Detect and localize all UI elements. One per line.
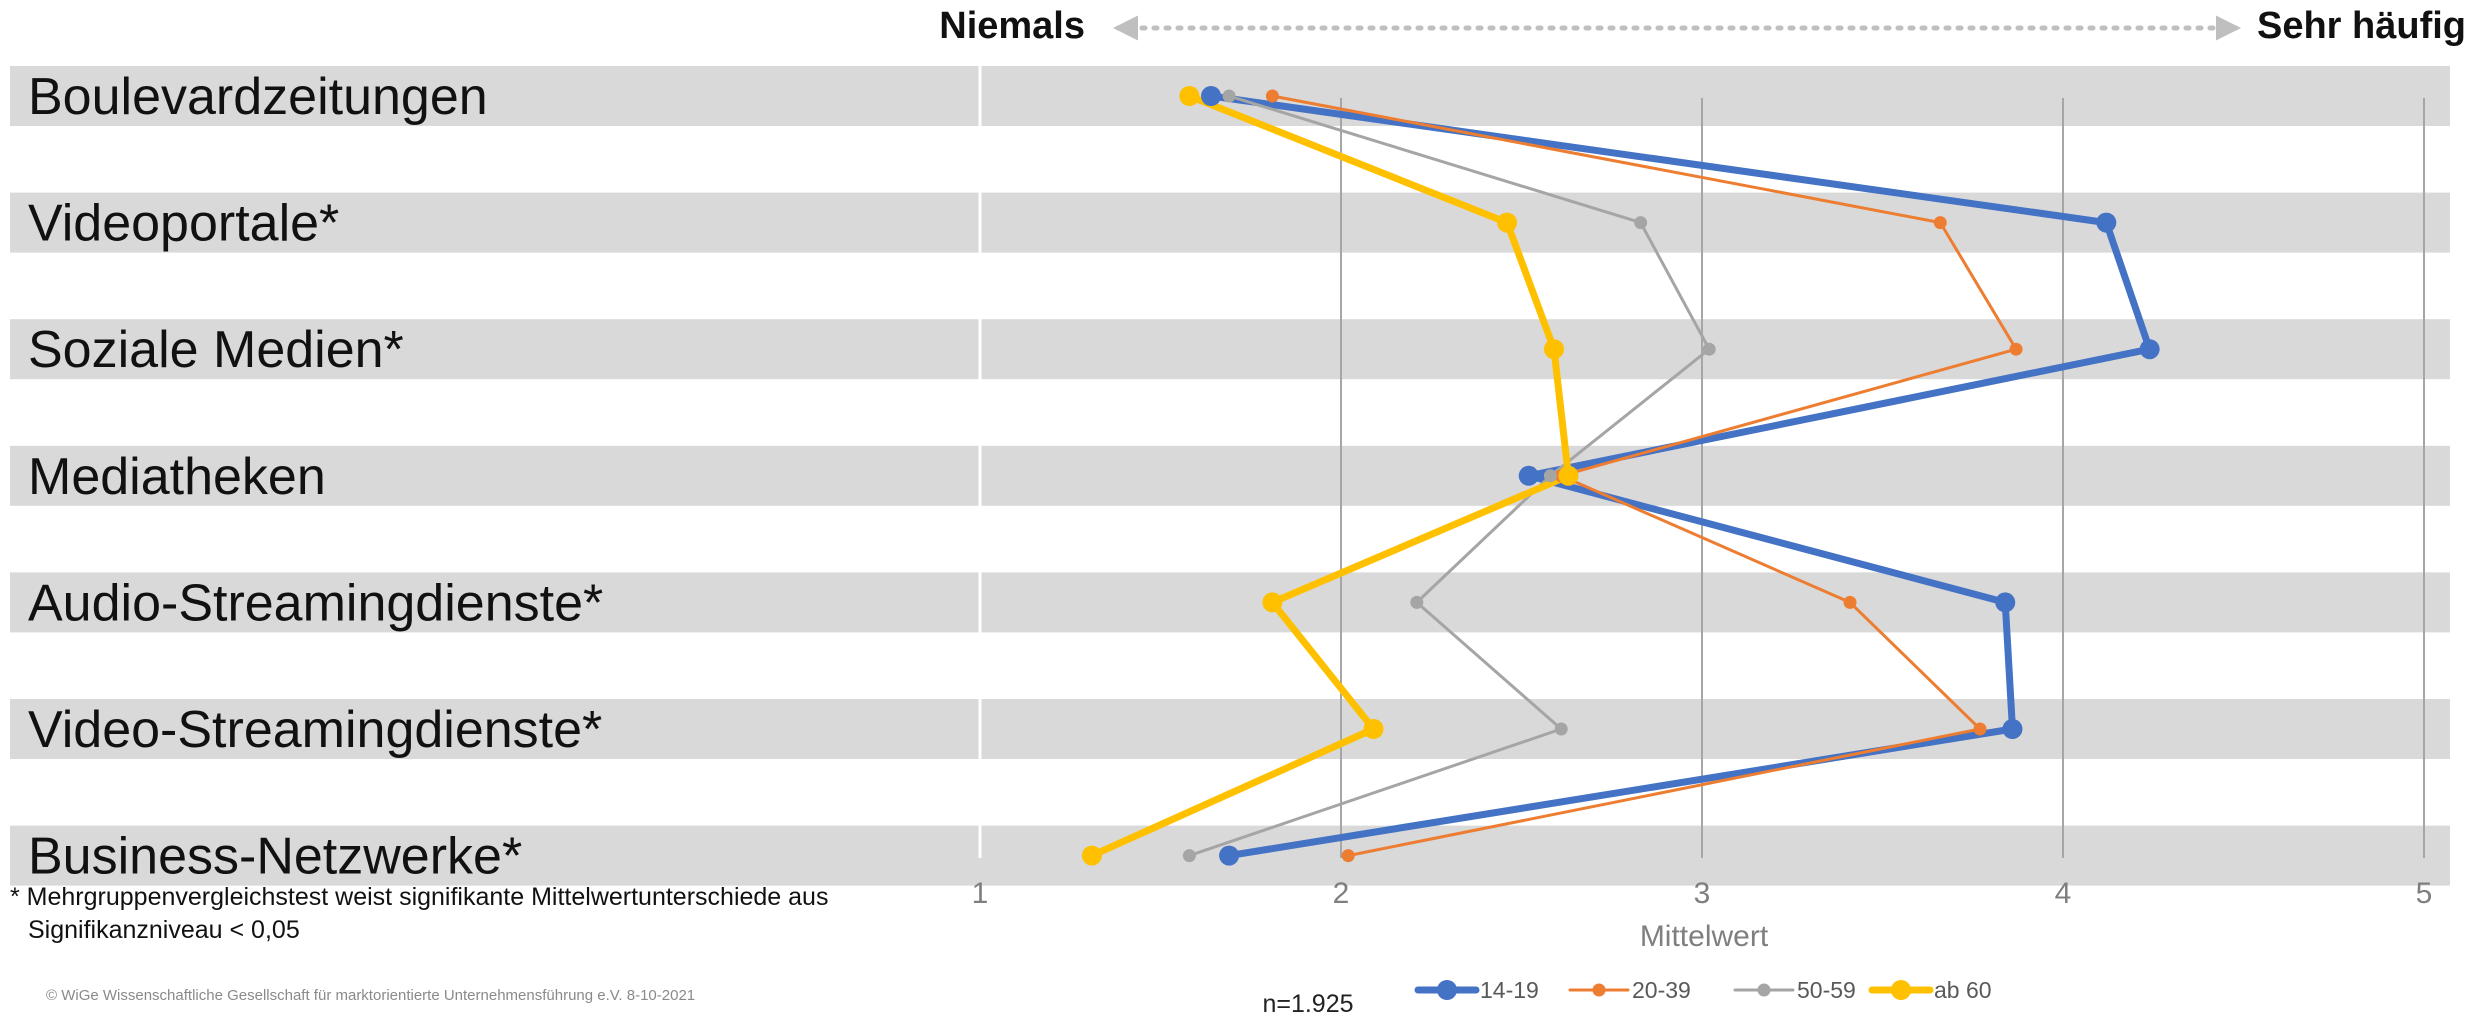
- data-point: [1554, 722, 1568, 736]
- data-point: [1363, 719, 1384, 739]
- header-right-label: Sehr häufig: [2257, 5, 2466, 47]
- category-label: Business-Netzwerke*: [28, 828, 522, 886]
- x-tick-label: 5: [2416, 877, 2433, 910]
- data-point: [1634, 216, 1648, 230]
- data-point: [1973, 722, 1987, 736]
- x-tick-label: 3: [1694, 877, 1711, 910]
- legend-marker: [1437, 980, 1457, 1000]
- category-band: [10, 445, 2450, 506]
- legend-marker: [1757, 983, 1771, 997]
- data-point: [1702, 342, 1716, 356]
- data-point: [1558, 465, 1579, 486]
- data-point: [1933, 216, 1947, 230]
- x-tick-label: 4: [2055, 877, 2072, 910]
- legend-label: 50-59: [1797, 977, 1856, 1003]
- data-point: [1081, 845, 1102, 866]
- data-point: [1543, 339, 1564, 360]
- legend-label: 20-39: [1632, 977, 1691, 1003]
- gridlines: [978, 60, 2425, 858]
- data-point: [1843, 595, 1857, 609]
- data-point: [2009, 342, 2023, 356]
- data-point: [1341, 849, 1355, 863]
- legend-label: 14-19: [1480, 977, 1539, 1003]
- x-axis-title: Mittelwert: [1640, 920, 1769, 953]
- category-band: [10, 572, 2450, 633]
- category-band: [10, 699, 2450, 759]
- data-point: [1182, 849, 1196, 863]
- data-point: [2139, 339, 2160, 360]
- header-left-label: Niemals: [939, 5, 1085, 47]
- legend-marker: [1592, 983, 1606, 997]
- data-point: [2096, 212, 2117, 233]
- significance-note-line2: Signifikanzniveau < 0,05: [28, 916, 300, 944]
- series-points: [1081, 86, 2160, 866]
- x-tick-label: 2: [1333, 877, 1350, 910]
- category-label: Mediatheken: [28, 448, 326, 506]
- category-label: Soziale Medien*: [28, 321, 404, 379]
- legend-marker: [1891, 980, 1911, 1000]
- category-label: Audio-Streamingdienste*: [28, 574, 603, 632]
- data-point: [1201, 86, 1222, 106]
- data-point: [1497, 212, 1518, 233]
- category-bands: [10, 66, 2450, 886]
- data-point: [1179, 86, 1200, 106]
- significance-note-line1: * Mehrgruppenvergleichstest weist signif…: [10, 883, 828, 911]
- copyright-notice: © WiGe Wissenschaftliche Gesellschaft fü…: [46, 987, 695, 1004]
- legend-label: ab 60: [1934, 977, 1992, 1003]
- sample-size: n=1.925: [1262, 990, 1353, 1017]
- category-label: Video-Streamingdienste*: [28, 701, 602, 759]
- category-labels: Boulevardzeitungen Videoportale* Soziale M…: [28, 68, 603, 886]
- data-point: [1219, 845, 1240, 866]
- data-point: [1265, 89, 1279, 103]
- legend: 14-19 20-39 50-59 ab 60: [1414, 977, 1992, 1003]
- category-label: Boulevardzeitungen: [28, 68, 488, 126]
- category-label: Videoportale*: [28, 195, 339, 253]
- data-point: [1518, 465, 1539, 486]
- category-band: [10, 192, 2450, 253]
- x-tick-labels: 1 2 3 4 5: [972, 877, 2433, 910]
- data-point: [1410, 595, 1424, 609]
- data-point: [2002, 719, 2023, 739]
- data-point: [1222, 89, 1236, 103]
- data-point: [1262, 592, 1283, 613]
- data-point: [1543, 469, 1557, 483]
- data-point: [1995, 592, 2016, 613]
- x-tick-label: 1: [972, 877, 989, 910]
